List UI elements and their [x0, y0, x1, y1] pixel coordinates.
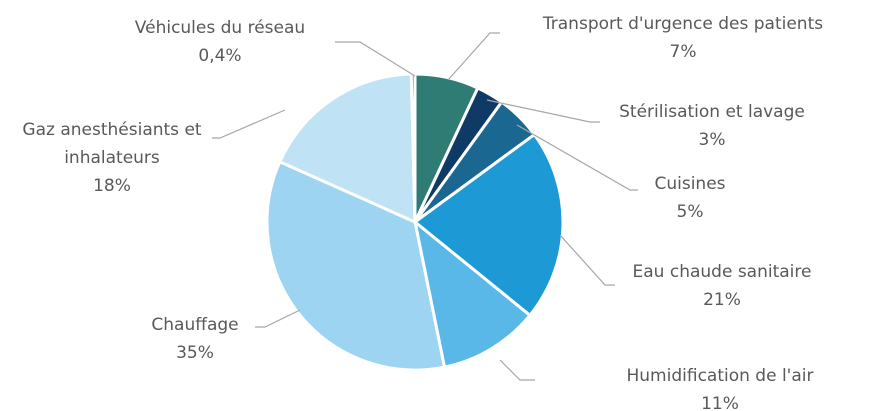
- data-label: Gaz anesthésiants et inhalateurs 18%: [12, 116, 212, 200]
- leader-line: [212, 109, 286, 139]
- pie-slice: [413, 133, 565, 317]
- leader-line: [255, 309, 301, 328]
- category-label: Cuisines: [654, 174, 726, 194]
- pie-slice: [265, 160, 446, 372]
- pie-slice: [278, 72, 417, 224]
- pie-slice: [413, 220, 532, 369]
- value-label: 21%: [703, 290, 741, 310]
- leader-line: [447, 32, 500, 81]
- leader-line: [559, 234, 615, 286]
- data-label: Stérilisation et lavage 3%: [562, 98, 862, 154]
- category-label: Eau chaude sanitaire: [632, 262, 812, 282]
- data-label: Cuisines 5%: [590, 170, 790, 226]
- data-label: Véhicules du réseau 0,4%: [100, 14, 340, 70]
- leader-line: [335, 41, 416, 77]
- category-label: Chauffage: [151, 315, 239, 335]
- value-label: 0,4%: [198, 46, 242, 66]
- value-label: 11%: [701, 394, 739, 411]
- leader-line: [486, 99, 600, 123]
- category-label: Humidification de l'air: [626, 366, 814, 386]
- category-label: Gaz anesthésiants et inhalateurs: [22, 120, 202, 168]
- data-label: Eau chaude sanitaire 21%: [592, 258, 852, 314]
- category-label: Stérilisation et lavage: [619, 102, 805, 122]
- leader-line: [516, 124, 638, 191]
- data-label: Transport d'urgence des patients 7%: [493, 10, 873, 66]
- value-label: 35%: [176, 343, 214, 363]
- value-label: 7%: [669, 42, 697, 62]
- leader-line: [499, 359, 535, 381]
- value-label: 3%: [698, 130, 726, 150]
- value-label: 18%: [93, 176, 131, 196]
- data-label: Chauffage 35%: [115, 311, 275, 367]
- data-label: Humidification de l'air 11%: [570, 362, 870, 411]
- value-label: 5%: [676, 202, 704, 222]
- category-label: Transport d'urgence des patients: [542, 14, 824, 34]
- category-label: Véhicules du réseau: [134, 18, 306, 38]
